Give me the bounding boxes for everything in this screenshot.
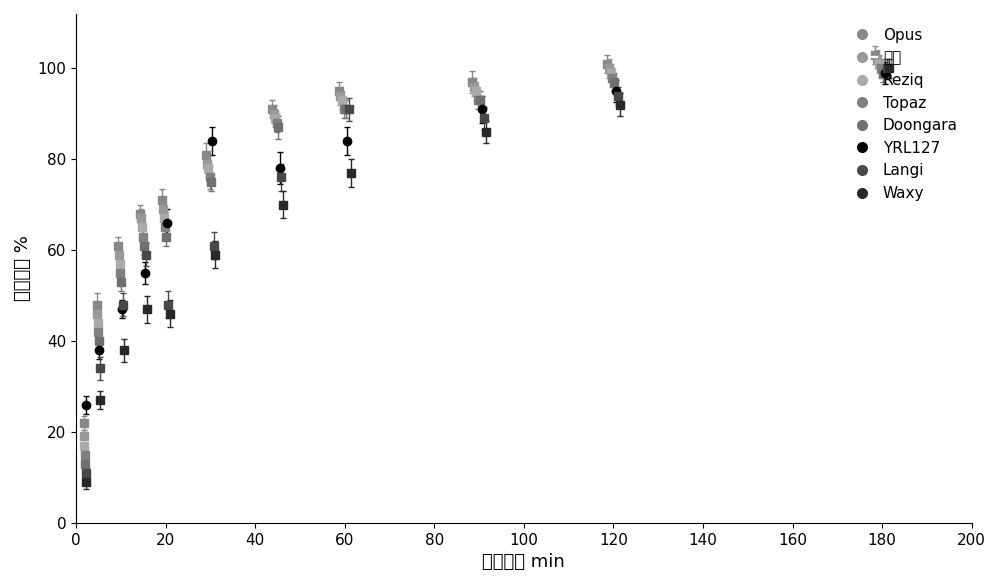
Y-axis label: 淀粉消化 %: 淀粉消化 % [14, 235, 32, 301]
X-axis label: 消化时间 min: 消化时间 min [482, 553, 565, 571]
Legend: Opus, 越光, Reziq, Topaz, Doongara, YRL127, Langi, Waxy: Opus, 越光, Reziq, Topaz, Doongara, YRL127… [840, 22, 964, 207]
